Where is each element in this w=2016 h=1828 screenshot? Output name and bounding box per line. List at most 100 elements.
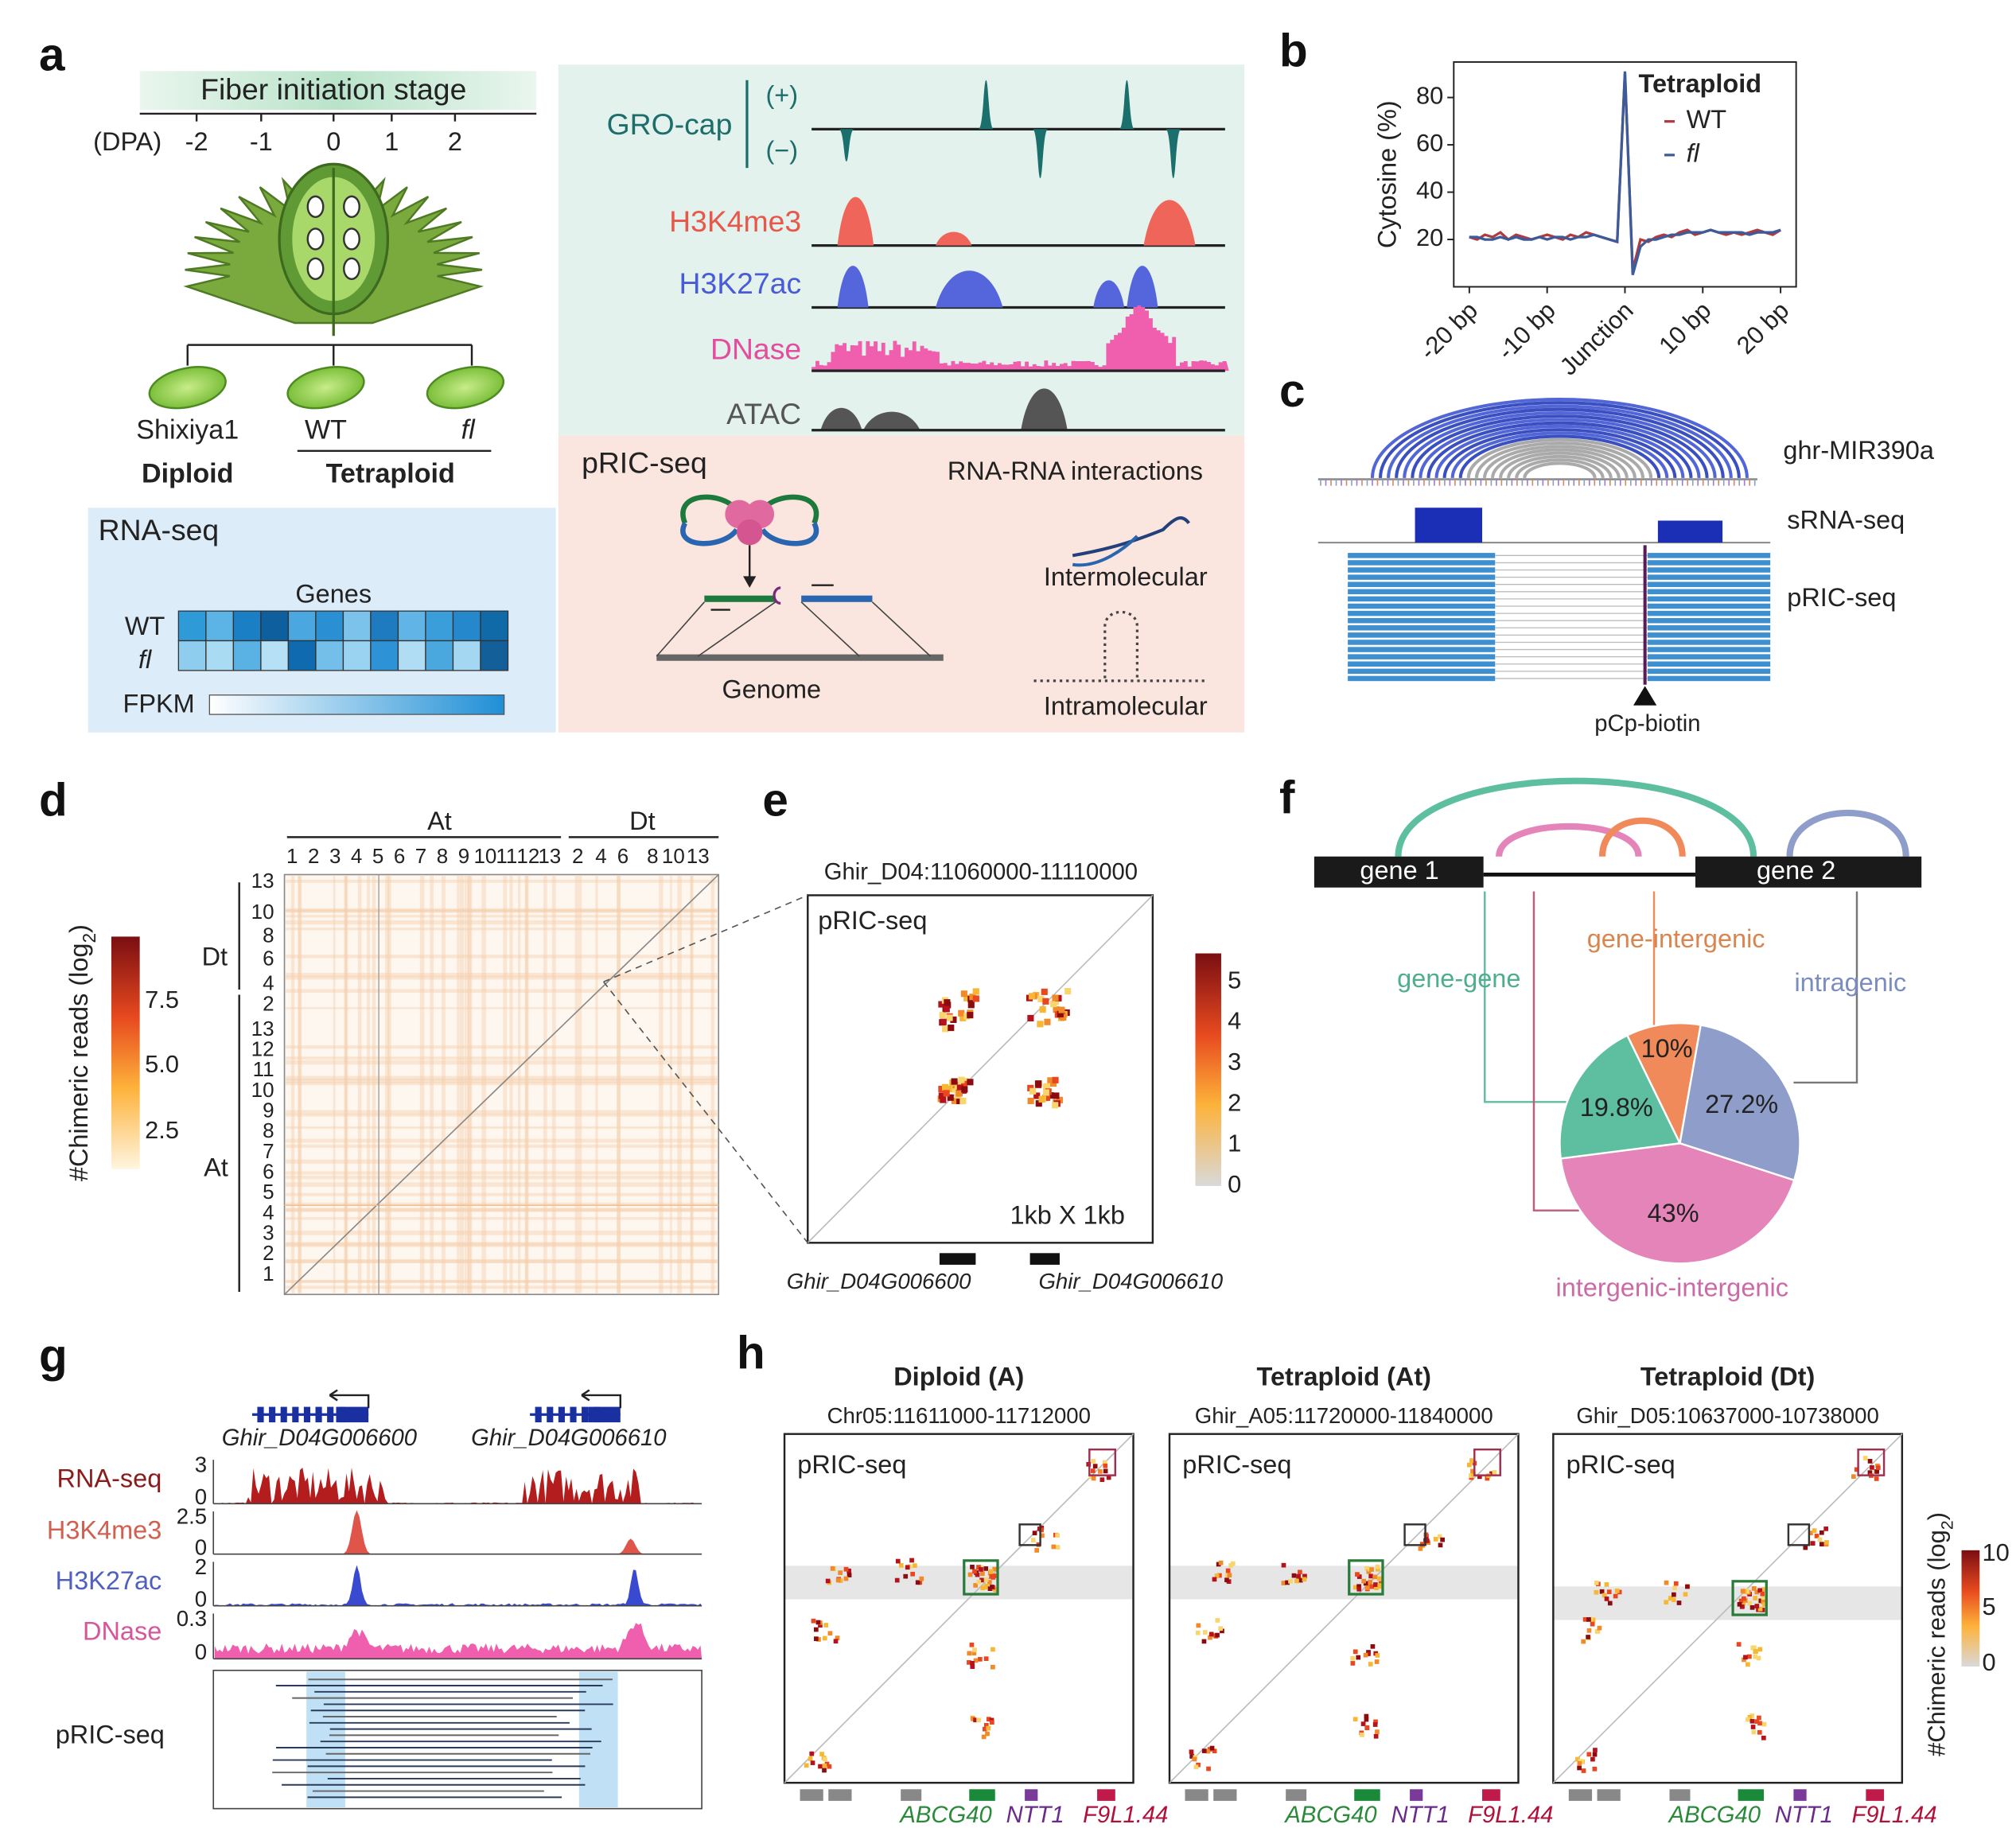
contact-cell — [1433, 1537, 1438, 1542]
connector — [1793, 891, 1858, 1084]
link-arc — [1496, 823, 1642, 858]
read — [1647, 617, 1771, 624]
map-stripe — [298, 876, 302, 1293]
contact-cell — [1360, 1721, 1366, 1726]
contact-cell — [972, 1569, 977, 1574]
map-stripe — [503, 876, 508, 1293]
contact-cell — [1819, 1530, 1824, 1535]
label: pRIC-seq — [1182, 1450, 1291, 1479]
read — [1348, 574, 1496, 580]
label: 4 — [263, 970, 274, 994]
label: 13 — [251, 869, 274, 893]
contact-cell — [1189, 1749, 1194, 1755]
interaction-arc — [1395, 407, 1725, 478]
label: 5 — [1983, 1593, 1996, 1620]
gene-box — [1695, 856, 1922, 888]
contact-cell — [1212, 1748, 1217, 1754]
contact-cell — [967, 1651, 972, 1656]
label: (DPA) — [93, 127, 162, 156]
map-stripe — [286, 1007, 718, 1009]
contact-cell — [972, 988, 979, 995]
contact-cell — [960, 990, 967, 998]
label: Fiber initiation stage — [200, 72, 466, 106]
label: 11 — [253, 1057, 274, 1081]
label: 8 — [263, 1118, 274, 1142]
contact-cell — [981, 1734, 987, 1740]
connector — [1484, 891, 1570, 1103]
contact-cell — [811, 1618, 816, 1624]
label: pRIC-seq — [1787, 583, 1896, 612]
label: gene 1 — [1360, 856, 1438, 885]
contact-cell — [838, 1570, 843, 1575]
contact-cell — [1356, 1574, 1362, 1579]
label: 10 — [473, 844, 496, 868]
region-box — [1731, 1580, 1768, 1616]
gene-model — [1866, 1789, 1885, 1801]
contact-cell — [976, 1565, 981, 1569]
contact-cell — [985, 1731, 990, 1737]
contact-cell — [990, 1585, 994, 1589]
contact-cell — [1288, 1578, 1293, 1584]
read — [1647, 647, 1771, 652]
contact-cell — [1754, 1589, 1760, 1595]
heat-cell — [205, 640, 235, 671]
contact-cell — [983, 1577, 989, 1582]
contact-cell — [895, 1558, 901, 1564]
contact-cell — [1034, 1080, 1042, 1087]
contact-cell — [1224, 1573, 1230, 1578]
x-tick-label: 20 bp — [1731, 296, 1794, 359]
contact-cell — [1285, 1580, 1290, 1585]
contact-cell — [1597, 1625, 1602, 1631]
read — [1348, 617, 1496, 624]
contact-cell — [941, 1083, 949, 1091]
contact-cell — [1227, 1573, 1232, 1578]
contact-cell — [948, 1025, 955, 1032]
map-stripe — [286, 989, 718, 994]
contact-cell — [903, 1573, 909, 1579]
interaction-arc — [1379, 401, 1741, 478]
contact-cell — [1808, 1530, 1813, 1536]
exon — [535, 1406, 542, 1423]
map-stripe — [543, 876, 547, 1293]
label: 7.5 — [145, 986, 179, 1013]
axis-label-part: ) — [64, 924, 93, 933]
contact-cell — [1492, 1470, 1497, 1475]
contact-cell — [1102, 1460, 1107, 1465]
label: 10 — [251, 900, 274, 924]
map-stripe — [286, 1175, 718, 1180]
axis-label-sub: 2 — [1937, 1520, 1957, 1530]
label: H3K27ac — [679, 266, 802, 300]
interaction-arc — [1370, 397, 1749, 478]
contact-cell — [835, 1635, 840, 1640]
heat-cell — [287, 640, 317, 671]
contact-cell — [1594, 1629, 1600, 1634]
gene-model — [1097, 1789, 1115, 1801]
contact-cell — [1746, 1662, 1750, 1667]
contact-cell — [1672, 1585, 1677, 1591]
read — [1647, 603, 1771, 609]
contact-cell — [1039, 1005, 1046, 1013]
label: sRNA-seq — [1787, 506, 1905, 535]
rna-strand — [760, 522, 819, 546]
label: 0 — [195, 1586, 207, 1611]
map-stripe — [617, 876, 621, 1293]
map-stripe — [286, 1056, 718, 1060]
label: 9 — [458, 844, 469, 868]
contact-cell — [1050, 1000, 1057, 1008]
contact-cell — [980, 1571, 985, 1577]
category-label: gene-gene — [1397, 964, 1520, 993]
contact-cell — [955, 1090, 963, 1097]
contact-cell — [1592, 1766, 1598, 1772]
map-stripe — [577, 876, 582, 1293]
label: F9L1.44 — [1083, 1803, 1168, 1828]
label: 0 — [195, 1484, 207, 1509]
label: 4 — [595, 844, 606, 868]
contact-cell — [813, 1627, 819, 1632]
interaction-arc — [1419, 418, 1701, 478]
exon — [558, 1406, 565, 1423]
contact-cell — [1364, 1585, 1370, 1590]
contact-cell — [1091, 1459, 1096, 1464]
contact-cell — [1761, 1595, 1766, 1600]
map-stripe — [457, 876, 460, 1293]
map-stripe — [286, 1243, 718, 1247]
